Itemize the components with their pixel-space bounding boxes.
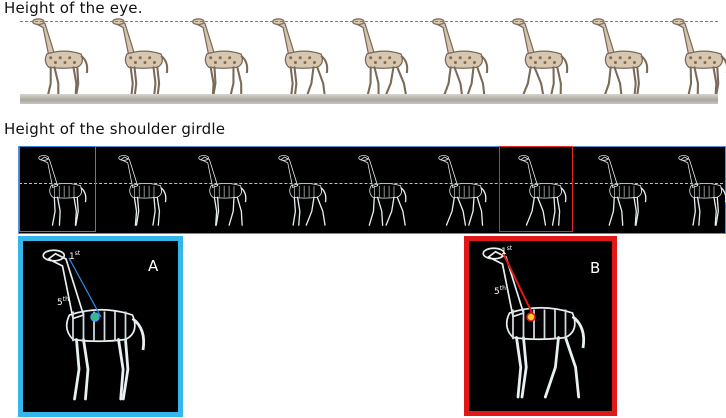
skeleton-sequence-drawing — [38, 155, 726, 226]
detail-panel-a: A 1st 5th — [18, 236, 183, 417]
eye-height-title: Height of the eye. — [4, 0, 143, 17]
skeleton-a-figure — [42, 249, 146, 401]
frame-b-highlight — [499, 146, 573, 232]
skeleton-frame — [118, 155, 167, 226]
giraffe-photo-frame — [192, 18, 249, 101]
panel-b-fifth-vertebra-label: 5th — [494, 285, 506, 297]
giraffe-photo-frame — [592, 18, 649, 101]
skeleton-frame — [518, 155, 567, 226]
detail-panel-b: B 1st 5th — [464, 236, 617, 416]
panel-b-first-vertebra-label: 1st — [501, 245, 513, 257]
eye-height-reference-line — [20, 21, 718, 22]
skeleton-detail-a — [42, 249, 146, 401]
skeleton-frame — [38, 155, 87, 226]
panel-a-fifth-vertebra-label: 5th — [57, 296, 69, 308]
skeleton-frame — [678, 155, 726, 226]
panel-b-shoulder-marker — [526, 312, 536, 322]
giraffe-photo-frame — [512, 18, 569, 101]
frame-a-highlight — [19, 146, 96, 232]
skeleton-frame — [198, 155, 247, 226]
skeleton-frame — [598, 155, 647, 226]
skeleton-frame — [278, 155, 327, 226]
shoulder-height-reference-line — [19, 183, 723, 184]
panel-a-neck-line — [68, 257, 102, 318]
panel-a-first-vertebra-label: 1st — [69, 250, 81, 262]
skeleton-detail-b — [482, 247, 586, 399]
shoulder-girdle-title: Height of the shoulder girdle — [4, 120, 226, 138]
giraffe-photo-frame — [352, 18, 409, 101]
giraffe-photo-frame — [112, 18, 169, 101]
giraffe-photo-frame — [32, 18, 89, 101]
panel-b-neck-line — [502, 252, 534, 316]
giraffe-photo-frame — [272, 18, 329, 101]
panel-b-label: B — [590, 259, 601, 277]
ground-strip — [20, 94, 718, 104]
giraffe-photo-frame — [672, 18, 726, 101]
skeleton-b-figure — [482, 247, 586, 399]
skeleton-frame — [358, 155, 407, 226]
giraffe-photo-frame — [432, 18, 489, 101]
skeleton-frame — [438, 155, 487, 226]
panel-a-label: A — [148, 257, 159, 275]
panel-a-shoulder-marker — [90, 312, 100, 322]
skeleton-sequence-strip — [18, 146, 726, 234]
